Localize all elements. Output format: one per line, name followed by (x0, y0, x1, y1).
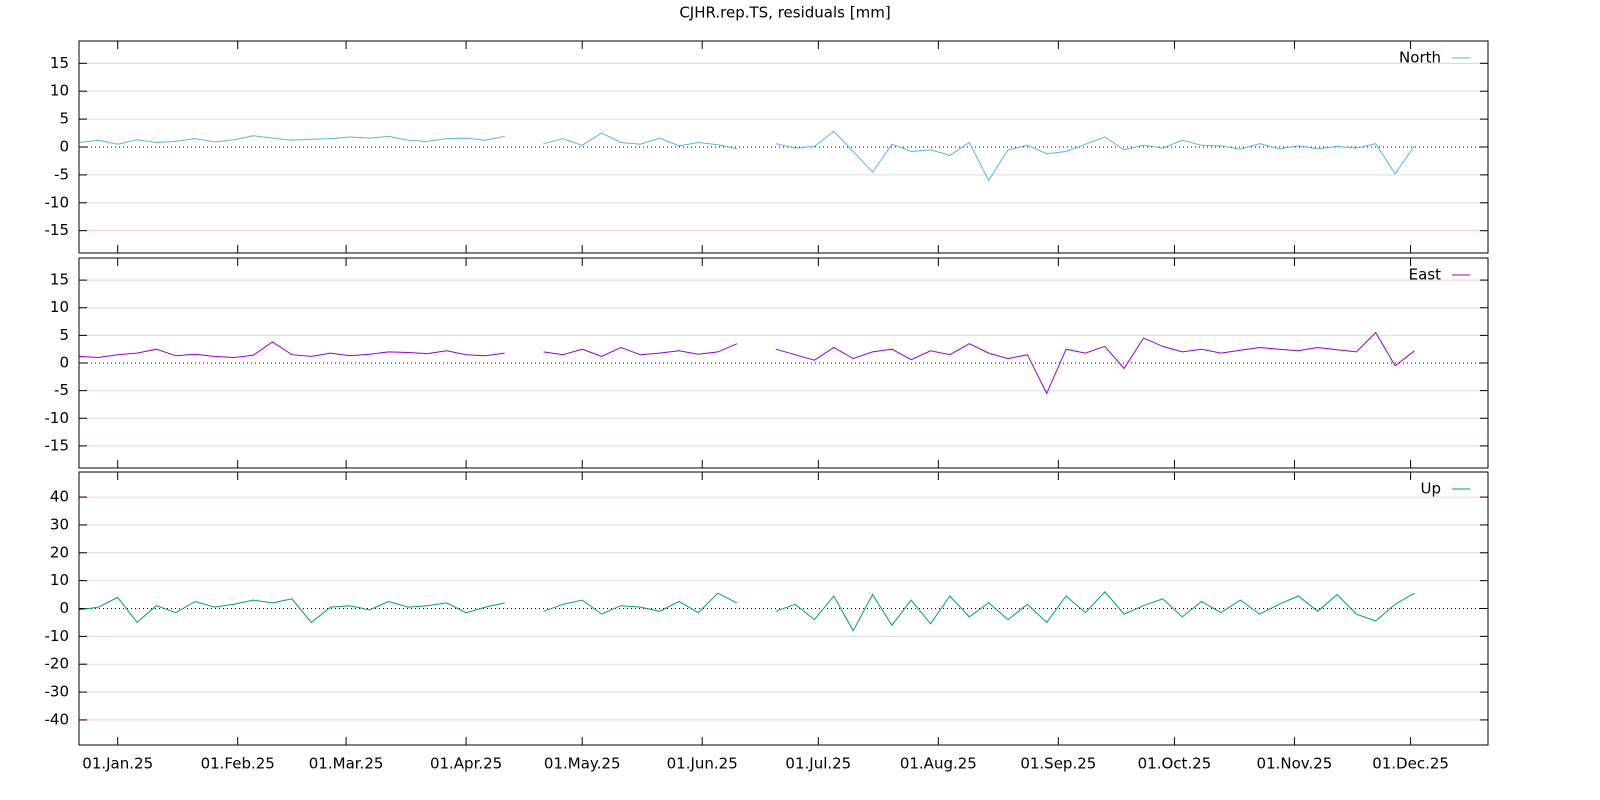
y-tick-label: 10 (50, 571, 69, 589)
panel-frame (78, 471, 1489, 746)
x-tick-label: 01.Nov.25 (1257, 755, 1333, 773)
legend-label: North (1399, 49, 1441, 67)
x-tick-label: 01.Oct.25 (1138, 755, 1212, 773)
x-tick-label: 01.Sep.25 (1020, 755, 1096, 773)
y-tick-label: -15 (45, 221, 70, 239)
x-tick-label: 01.Feb.25 (201, 755, 275, 773)
x-tick-label: 01.Jan.25 (82, 755, 153, 773)
y-tick-label: -10 (45, 409, 70, 427)
y-tick-label: -40 (45, 710, 70, 728)
x-tick-label: 01.Mar.25 (309, 755, 384, 773)
x-tick-label: 01.May.25 (544, 755, 621, 773)
y-tick-label: 20 (50, 543, 69, 561)
panel-frame (78, 257, 1489, 469)
y-tick-label: 15 (50, 54, 69, 72)
x-tick-label: 01.Jul.25 (785, 755, 851, 773)
y-tick-label: -5 (54, 165, 69, 183)
series-line (78, 331, 1415, 395)
y-tick-label: -5 (54, 381, 69, 399)
y-tick-label: -10 (45, 193, 70, 211)
legend-label: East (1409, 266, 1441, 284)
y-tick-label: -30 (45, 683, 70, 701)
y-tick-label: 10 (50, 82, 69, 100)
x-tick-label: 01.Dec.25 (1372, 755, 1449, 773)
legend-label: Up (1420, 480, 1441, 498)
y-tick-label: 40 (50, 488, 69, 506)
series-line (78, 591, 1415, 632)
y-tick-label: 30 (50, 515, 69, 533)
y-tick-label: 0 (59, 354, 69, 372)
x-tick-label: 01.Jun.25 (667, 755, 738, 773)
y-tick-label: 5 (59, 326, 69, 344)
y-tick-label: 0 (59, 599, 69, 617)
x-tick-label: 01.Apr.25 (430, 755, 502, 773)
y-tick-label: 10 (50, 298, 69, 316)
y-tick-label: -10 (45, 627, 70, 645)
y-tick-label: 15 (50, 271, 69, 289)
panel-frame (78, 40, 1489, 254)
chart-title: CJHR.rep.TS, residuals [mm] (679, 4, 890, 22)
y-tick-label: -15 (45, 436, 70, 454)
y-tick-label: 5 (59, 110, 69, 128)
x-tick-label: 01.Aug.25 (900, 755, 977, 773)
y-tick-label: 0 (59, 138, 69, 156)
series-line (78, 130, 1415, 182)
y-tick-label: -20 (45, 655, 70, 673)
